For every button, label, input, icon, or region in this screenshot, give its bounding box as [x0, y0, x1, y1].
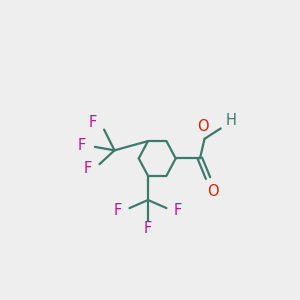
Text: F: F — [88, 115, 97, 130]
Text: F: F — [114, 203, 122, 218]
Text: F: F — [78, 138, 86, 153]
Text: F: F — [174, 203, 182, 218]
Text: F: F — [84, 161, 92, 176]
Text: H: H — [226, 113, 237, 128]
Text: O: O — [198, 118, 209, 134]
Text: F: F — [144, 221, 152, 236]
Text: O: O — [207, 184, 218, 200]
